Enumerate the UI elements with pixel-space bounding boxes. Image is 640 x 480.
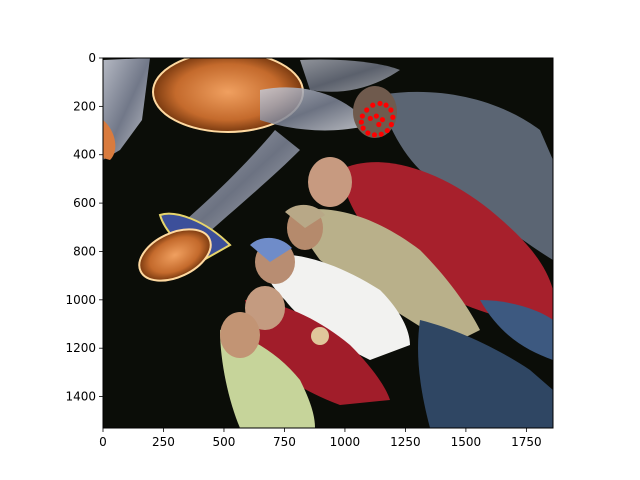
x-tick-label: 500 — [213, 435, 236, 449]
marker-point — [384, 127, 390, 134]
marker-point — [376, 121, 382, 128]
x-tick-label: 1250 — [390, 435, 421, 449]
marker-point — [390, 114, 396, 120]
y-tick-label: 0 — [88, 51, 96, 65]
marker-point — [377, 100, 383, 107]
x-tick-label: 1750 — [511, 435, 542, 449]
x-tick-label: 750 — [273, 435, 296, 449]
marker-point — [365, 130, 371, 136]
light-sculpture — [103, 58, 400, 282]
x-tick-label: 1000 — [330, 435, 361, 449]
y-tick-label: 1000 — [65, 293, 96, 307]
marker-point — [378, 131, 384, 137]
marker-point — [373, 113, 379, 119]
marker-point — [371, 132, 378, 138]
marker-point — [388, 121, 394, 128]
y-tick-label: 400 — [73, 148, 96, 162]
y-tick-label: 1200 — [65, 341, 96, 355]
y-tick-label: 1400 — [65, 390, 96, 404]
photo-image — [103, 58, 553, 428]
marker-point — [367, 115, 373, 122]
y-tick-label: 200 — [73, 99, 96, 113]
marker-point — [360, 125, 366, 131]
marker-point — [370, 102, 376, 108]
y-tick-label: 600 — [73, 196, 96, 210]
marker-point — [364, 107, 370, 113]
y-tick-label: 800 — [73, 244, 96, 258]
marker-point — [383, 102, 389, 108]
x-axis: 0 250 500 750 1000 1250 1500 1750 — [99, 428, 542, 449]
marker-point — [358, 119, 364, 125]
marker-points — [358, 100, 396, 138]
y-axis: 0 200 400 600 800 1000 1200 1400 — [65, 51, 103, 404]
marker-point — [359, 113, 365, 119]
axes-frame — [102, 57, 554, 429]
people-group — [220, 86, 553, 428]
x-tick-label: 0 — [99, 435, 107, 449]
marker-point — [388, 107, 394, 113]
x-tick-label: 250 — [152, 435, 175, 449]
marker-point — [379, 117, 386, 123]
x-tick-label: 1500 — [451, 435, 482, 449]
